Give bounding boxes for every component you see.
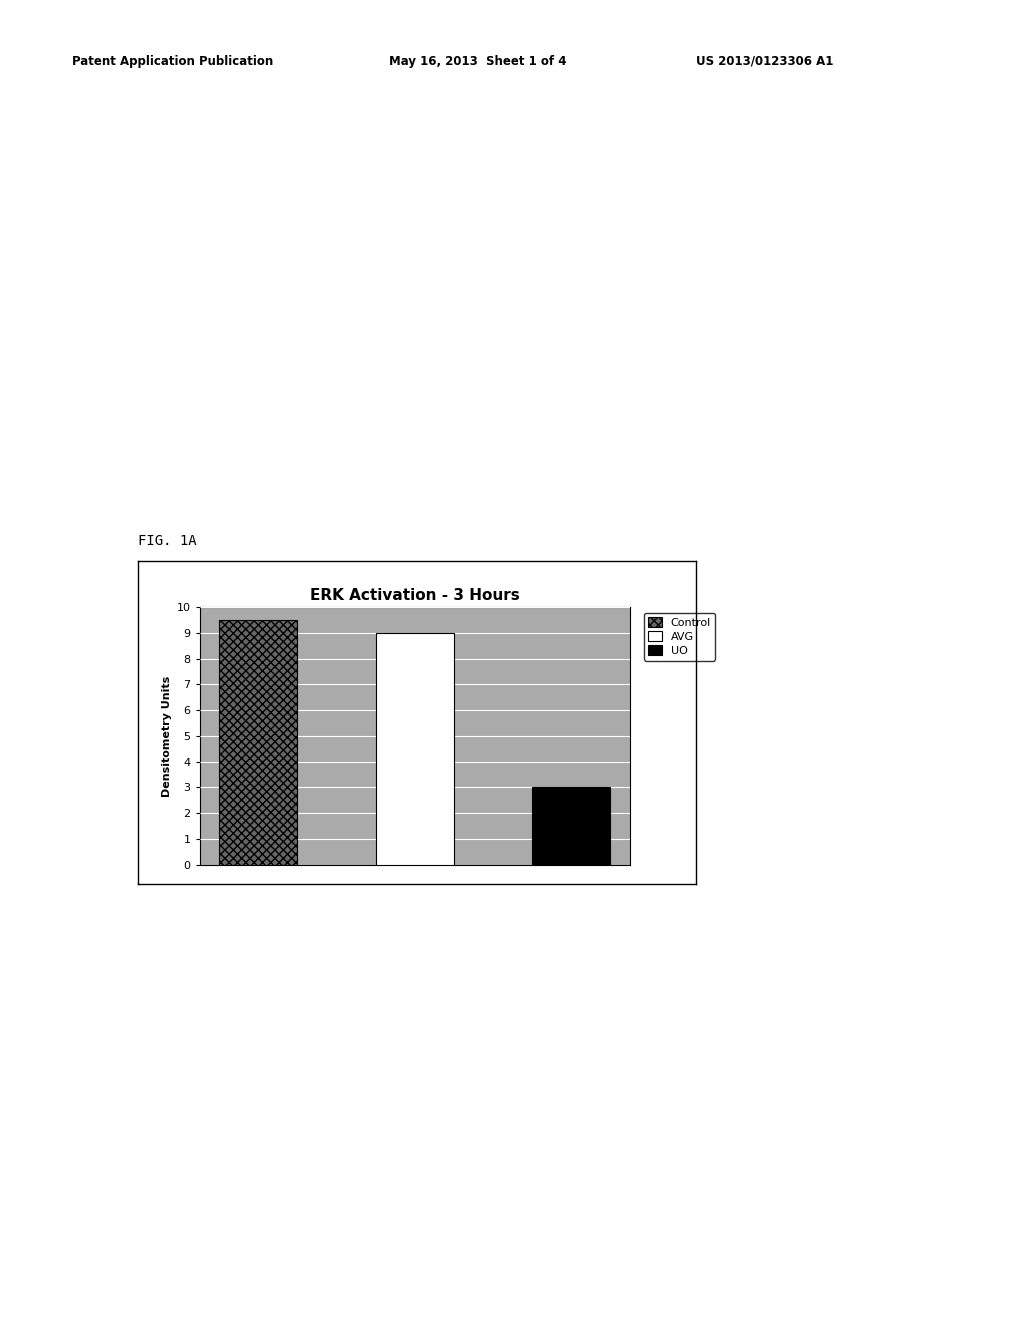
Title: ERK Activation - 3 Hours: ERK Activation - 3 Hours <box>310 589 519 603</box>
Text: May 16, 2013  Sheet 1 of 4: May 16, 2013 Sheet 1 of 4 <box>389 54 566 67</box>
Legend: Control, AVG, UO: Control, AVG, UO <box>644 612 716 660</box>
Text: FIG. 1A: FIG. 1A <box>138 533 197 548</box>
Bar <box>532 787 610 865</box>
Text: US 2013/0123306 A1: US 2013/0123306 A1 <box>696 54 834 67</box>
Text: Patent Application Publication: Patent Application Publication <box>72 54 273 67</box>
Bar <box>219 620 297 865</box>
Bar <box>376 632 454 865</box>
Y-axis label: Densitometry Units: Densitometry Units <box>163 676 172 796</box>
